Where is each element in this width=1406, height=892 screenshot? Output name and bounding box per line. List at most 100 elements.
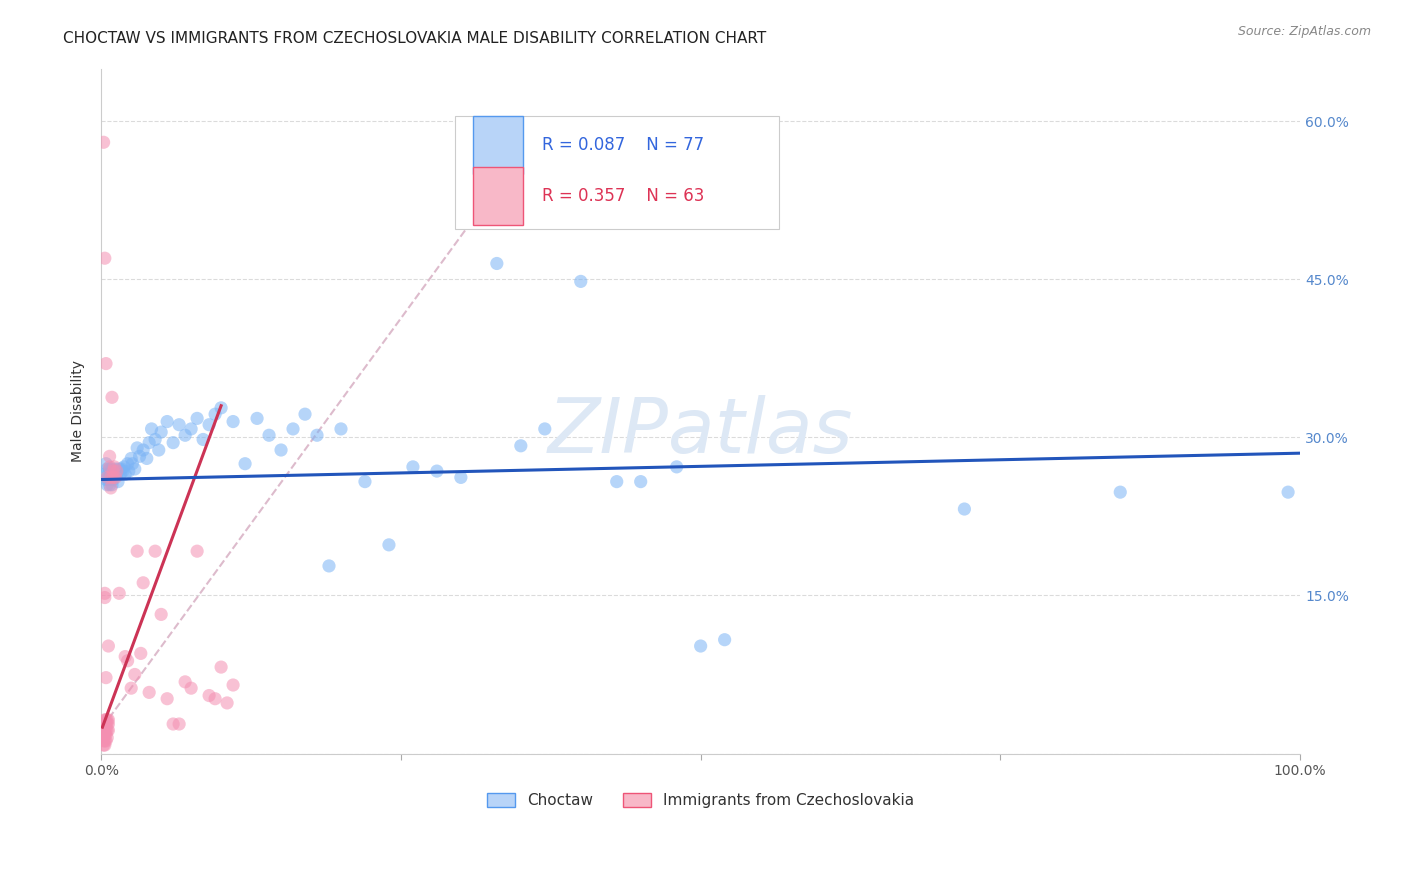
Point xyxy=(156,415,179,429)
Point xyxy=(141,422,163,436)
Point xyxy=(101,462,124,476)
Point xyxy=(94,723,117,738)
Point xyxy=(94,723,117,738)
Point xyxy=(426,464,449,478)
Point xyxy=(97,639,120,653)
Point xyxy=(94,738,117,752)
Point xyxy=(305,428,328,442)
Point xyxy=(108,462,131,476)
Point xyxy=(402,459,425,474)
Point xyxy=(104,462,127,476)
Point xyxy=(124,462,146,476)
Point xyxy=(257,428,280,442)
Point xyxy=(94,734,117,748)
Point xyxy=(101,390,124,404)
Point xyxy=(630,475,652,489)
Legend: Choctaw, Immigrants from Czechoslovakia: Choctaw, Immigrants from Czechoslovakia xyxy=(481,787,921,814)
Point xyxy=(378,538,401,552)
Point xyxy=(138,685,160,699)
Point xyxy=(94,251,117,265)
Point xyxy=(103,464,125,478)
Point xyxy=(148,442,170,457)
Point xyxy=(103,467,125,482)
Text: CHOCTAW VS IMMIGRANTS FROM CZECHOSLOVAKIA MALE DISABILITY CORRELATION CHART: CHOCTAW VS IMMIGRANTS FROM CZECHOSLOVAKI… xyxy=(63,31,766,46)
Point xyxy=(93,723,115,738)
Point xyxy=(233,457,256,471)
Point xyxy=(94,727,117,741)
Point xyxy=(509,439,531,453)
Point xyxy=(100,467,122,482)
Point xyxy=(94,727,117,741)
Point xyxy=(117,654,139,668)
Point xyxy=(1109,485,1132,500)
Point xyxy=(132,442,155,457)
Point xyxy=(120,451,142,466)
Point xyxy=(94,713,117,727)
Point xyxy=(174,428,197,442)
Point xyxy=(111,464,134,478)
Point xyxy=(953,502,976,516)
Point xyxy=(204,407,226,421)
Point xyxy=(569,274,592,288)
Point xyxy=(150,607,173,622)
Point xyxy=(689,639,711,653)
Point xyxy=(191,433,214,447)
Point xyxy=(606,475,628,489)
Point xyxy=(105,467,128,482)
Point xyxy=(162,717,184,731)
Point xyxy=(143,544,166,558)
Point xyxy=(209,401,232,415)
Point xyxy=(96,717,118,731)
Point xyxy=(127,544,149,558)
Point xyxy=(100,473,122,487)
Point xyxy=(93,136,115,150)
Point xyxy=(270,442,292,457)
Point xyxy=(114,649,136,664)
Point xyxy=(103,470,125,484)
Point xyxy=(318,558,340,573)
Point xyxy=(98,477,121,491)
Point xyxy=(94,457,117,471)
Point xyxy=(94,467,117,482)
Point xyxy=(96,713,118,727)
Point xyxy=(128,450,150,464)
Point xyxy=(107,475,129,489)
Point xyxy=(198,417,221,432)
Point xyxy=(101,477,124,491)
Point xyxy=(103,467,125,482)
Point xyxy=(98,450,121,464)
Point xyxy=(665,459,688,474)
Point xyxy=(129,647,152,661)
Point xyxy=(96,731,118,745)
Text: R = 0.357    N = 63: R = 0.357 N = 63 xyxy=(543,186,704,205)
Point xyxy=(96,462,118,476)
FancyBboxPatch shape xyxy=(472,167,523,225)
Point xyxy=(96,723,118,738)
Point xyxy=(167,417,190,432)
Text: R = 0.087    N = 77: R = 0.087 N = 77 xyxy=(543,136,704,154)
Point xyxy=(110,462,132,476)
Point xyxy=(93,720,115,734)
Point xyxy=(124,667,146,681)
Point xyxy=(1277,485,1299,500)
Point xyxy=(94,591,117,605)
Point xyxy=(94,713,117,727)
Point xyxy=(120,681,142,695)
Point xyxy=(96,470,118,484)
Point xyxy=(97,723,120,738)
Point xyxy=(110,467,132,482)
Point xyxy=(100,481,122,495)
Point xyxy=(132,575,155,590)
Point xyxy=(713,632,735,647)
Point xyxy=(97,473,120,487)
Point xyxy=(103,459,125,474)
Point xyxy=(93,717,115,731)
Point xyxy=(97,713,120,727)
Point xyxy=(204,691,226,706)
Point xyxy=(533,422,555,436)
Point xyxy=(93,734,115,748)
Point xyxy=(150,425,173,439)
Point xyxy=(209,660,232,674)
Point xyxy=(100,470,122,484)
Point xyxy=(98,462,121,476)
